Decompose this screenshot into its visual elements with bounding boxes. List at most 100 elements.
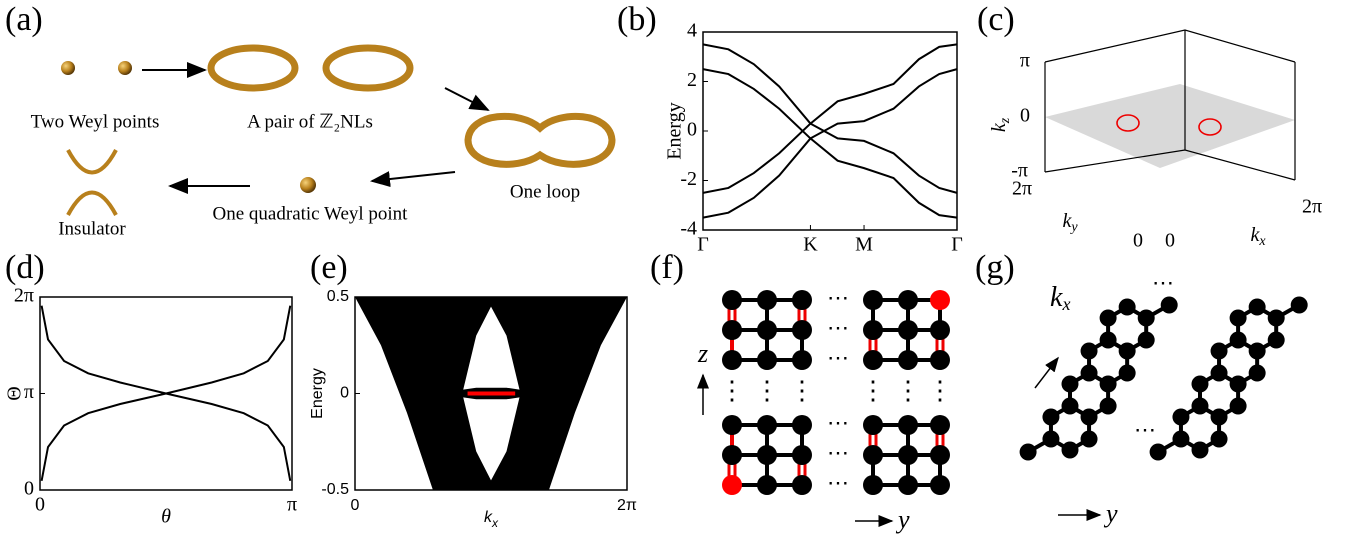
site xyxy=(792,320,812,340)
kz-tick-label: 0 xyxy=(1020,105,1030,127)
site xyxy=(1267,309,1285,327)
site xyxy=(1061,375,1079,393)
site xyxy=(1248,298,1266,316)
site xyxy=(792,445,812,465)
y-tick-label: 0 xyxy=(340,385,349,402)
site xyxy=(1191,375,1209,393)
subscript: x xyxy=(1258,234,1266,249)
x-tick-label: 0 xyxy=(351,497,360,514)
arrow xyxy=(444,87,490,111)
y-tick-label: 2π xyxy=(14,285,34,307)
site xyxy=(757,320,777,340)
site xyxy=(1248,342,1266,360)
site xyxy=(757,415,777,435)
site xyxy=(863,445,883,465)
x-tick-label: 0 xyxy=(35,494,45,516)
site xyxy=(757,475,777,495)
vdots: ⋮ xyxy=(895,376,921,405)
panel-label: (b) xyxy=(617,1,657,38)
y-tick-label: 0.5 xyxy=(327,288,349,305)
site xyxy=(930,320,950,340)
site xyxy=(863,320,883,340)
site xyxy=(1172,408,1190,426)
symbol: k xyxy=(988,122,1010,132)
site xyxy=(722,350,742,370)
site xyxy=(1099,309,1117,327)
ellipsis: ⋯ xyxy=(827,470,849,495)
axis-label: kz xyxy=(988,117,1014,132)
merged-loop xyxy=(464,112,616,168)
curve xyxy=(702,43,958,194)
site xyxy=(757,350,777,370)
site xyxy=(1229,309,1247,327)
panel-label: (f) xyxy=(650,249,684,286)
site xyxy=(1229,331,1247,349)
y-axis-label: Energy xyxy=(309,368,326,419)
axis-label: y xyxy=(1103,499,1118,528)
ellipsis: ⋯ xyxy=(1152,270,1174,295)
y-tick-label: 0 xyxy=(24,478,34,500)
ellipsis: ⋯ xyxy=(827,315,849,340)
band-region xyxy=(463,306,520,390)
site xyxy=(1118,298,1136,316)
y-axis-label: Energy xyxy=(664,102,686,159)
x-tick-label: M xyxy=(855,234,873,256)
site xyxy=(1019,443,1037,461)
arrow xyxy=(370,171,456,188)
site xyxy=(1080,408,1098,426)
gapped-bands xyxy=(66,149,118,216)
panel-label: (c) xyxy=(977,1,1015,38)
nodal-loop xyxy=(207,44,299,92)
site xyxy=(1099,331,1117,349)
axis-label: z xyxy=(697,339,708,368)
site xyxy=(757,445,777,465)
site xyxy=(1061,397,1079,415)
y-tick-label: 0 xyxy=(687,119,697,141)
site xyxy=(1172,430,1190,448)
nodal-loop xyxy=(1116,114,1140,132)
vdots: ⋮ xyxy=(719,376,745,405)
site xyxy=(930,445,950,465)
curve xyxy=(702,68,958,219)
ellipsis: ⋯ xyxy=(827,440,849,465)
site xyxy=(1248,364,1266,382)
axis-label: kx xyxy=(1050,282,1070,314)
site xyxy=(1118,342,1136,360)
site xyxy=(792,290,812,310)
symbol: k xyxy=(1062,210,1072,232)
x-tick-label: 2π xyxy=(617,497,637,514)
site xyxy=(930,350,950,370)
panel-label: (e) xyxy=(310,249,348,286)
weyl-point xyxy=(61,61,75,75)
y-tick-label: 2 xyxy=(687,69,697,91)
site xyxy=(1210,430,1228,448)
site xyxy=(863,475,883,495)
site xyxy=(1229,375,1247,393)
stage-label: Two Weyl points xyxy=(31,111,160,132)
curve xyxy=(702,43,958,194)
ky-tick-label: 0 xyxy=(1133,230,1143,252)
site xyxy=(863,350,883,370)
y-tick-label: -4 xyxy=(680,218,697,240)
ellipsis: ⋯ xyxy=(1134,417,1156,442)
x-tick-label: π xyxy=(287,494,297,516)
site xyxy=(722,475,742,495)
x-axis-label: θ xyxy=(161,506,171,528)
site xyxy=(1290,296,1308,314)
panel-label: (a) xyxy=(5,1,43,38)
site xyxy=(930,290,950,310)
site xyxy=(898,350,918,370)
kz-tick-label: π xyxy=(1020,50,1030,72)
site xyxy=(1080,430,1098,448)
symbol: k xyxy=(484,509,493,526)
site xyxy=(1118,364,1136,382)
symbol: k xyxy=(1250,224,1260,246)
site xyxy=(930,475,950,495)
site xyxy=(1210,342,1228,360)
site xyxy=(1099,375,1117,393)
vdots: ⋮ xyxy=(789,376,815,405)
weyl-point xyxy=(118,61,132,75)
